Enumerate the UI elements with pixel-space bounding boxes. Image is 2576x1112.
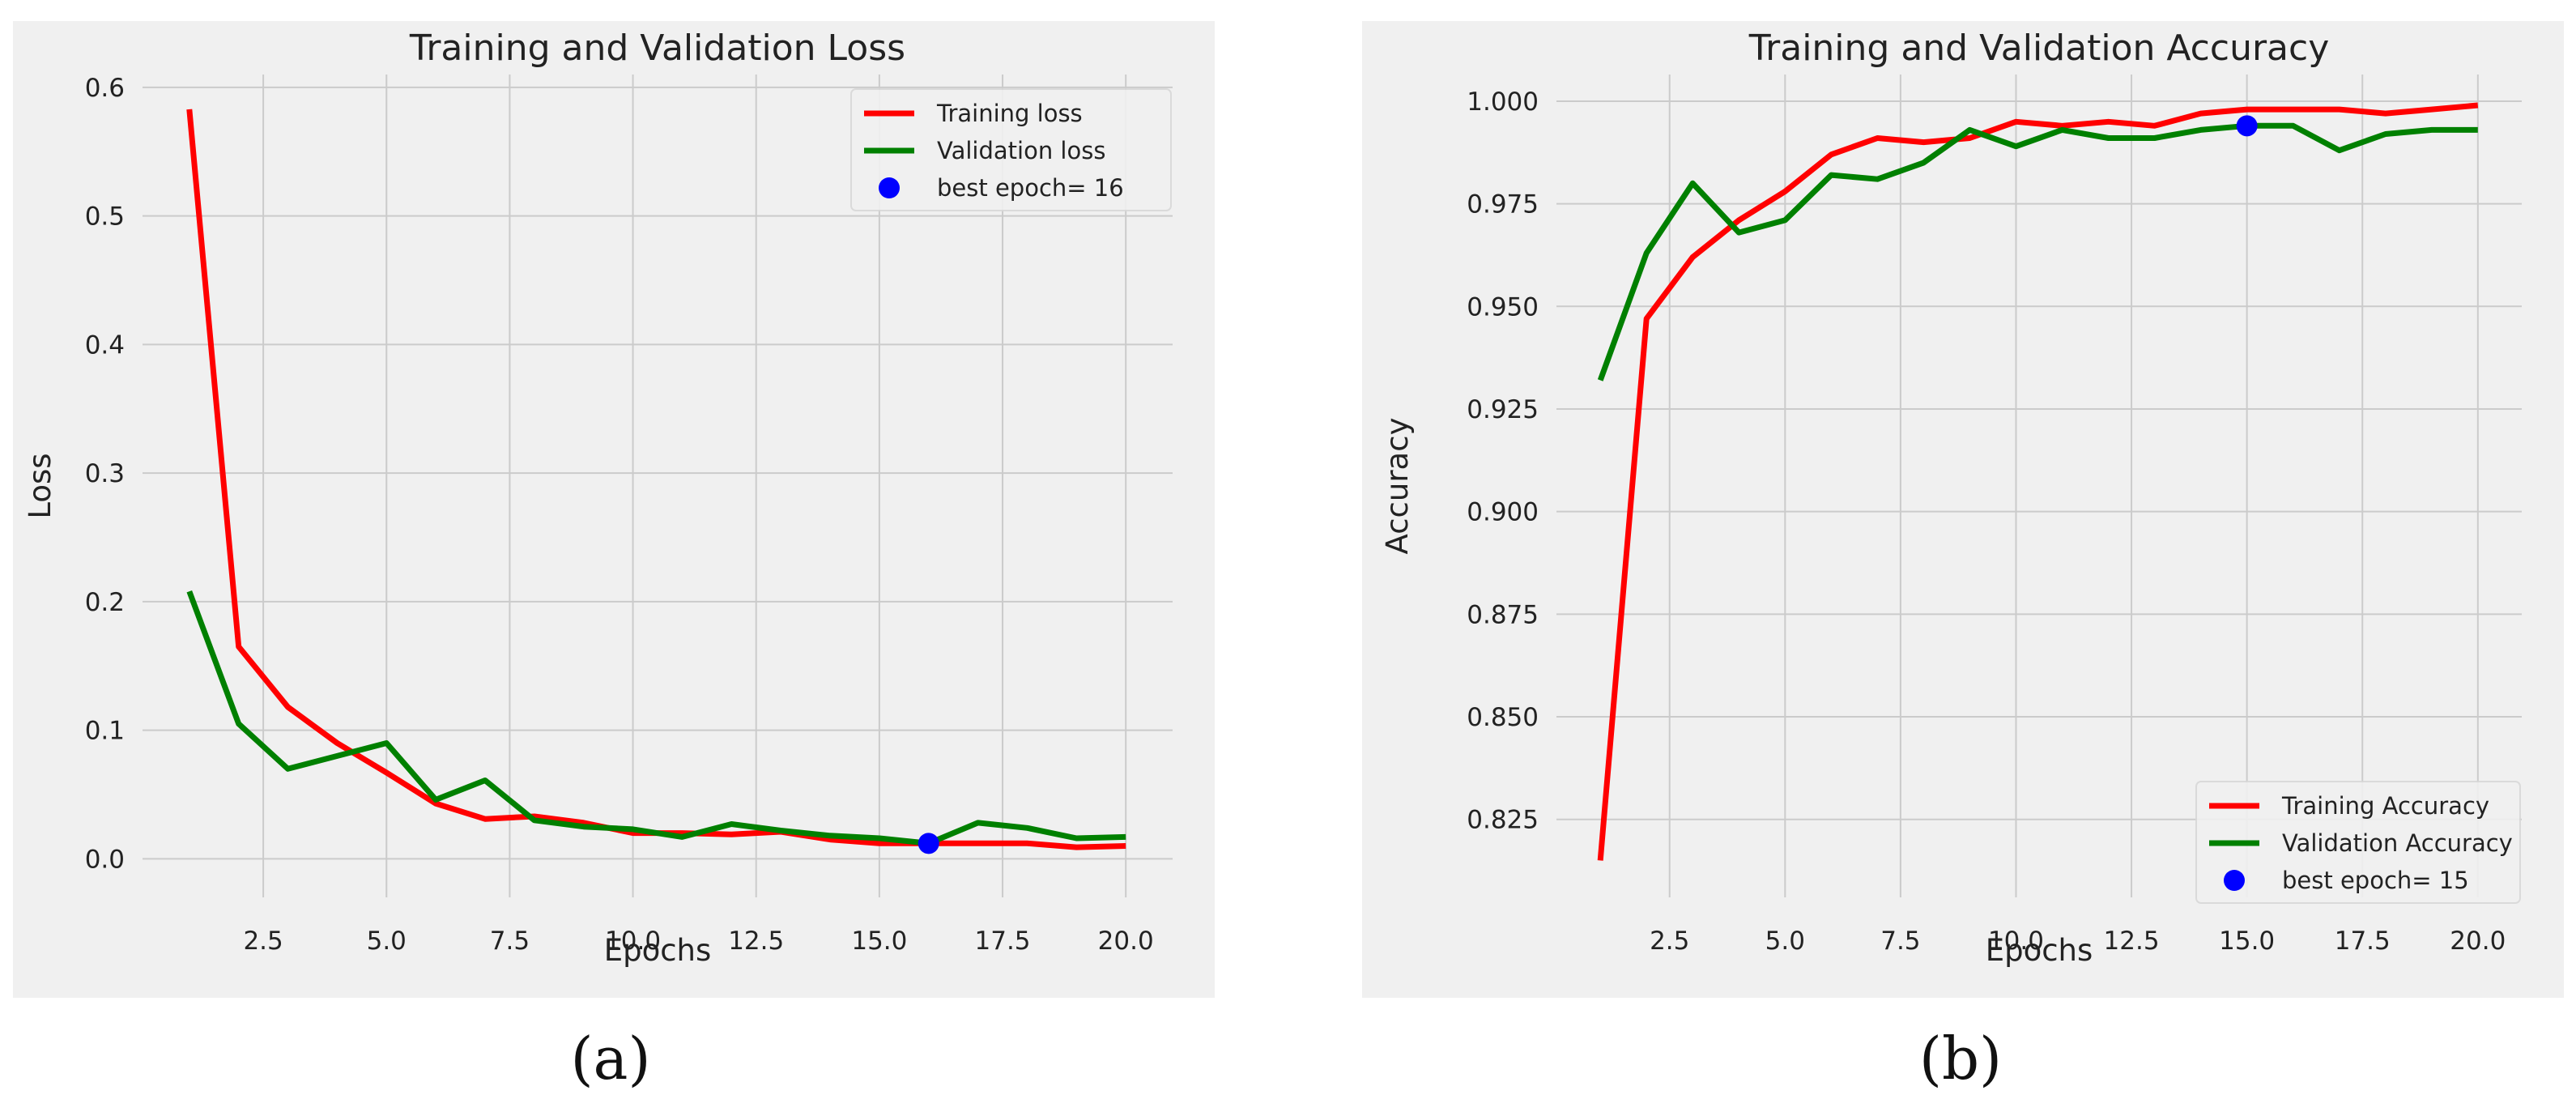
legend-label: best epoch= 16 [937,174,1124,202]
legend-box [850,88,1172,211]
x-tick-label: 10.0 [1988,927,2044,956]
y-axis-label: Loss [23,453,57,518]
x-tick-label: 12.5 [728,927,784,956]
legend-label: Validation Accuracy [2282,829,2513,857]
y-tick-label: 0.4 [85,330,125,360]
legend-label: Training loss [936,100,1083,127]
x-tick-label: 7.5 [1880,927,1920,956]
y-tick-label: 0.875 [1467,600,1539,629]
x-tick-label: 10.0 [605,927,661,956]
y-tick-label: 0.900 [1467,498,1539,527]
y-tick-label: 0.925 [1467,395,1539,424]
chart-title: Training and Validation Loss [409,28,905,69]
y-tick-label: 0.5 [85,202,125,232]
x-tick-label: 17.5 [975,927,1031,956]
y-tick-label: 0.0 [85,845,125,874]
series-line-validation [186,590,1126,846]
legend-swatch [2224,870,2245,891]
legend-swatch [879,177,900,198]
y-tick-label: 0.6 [85,74,125,103]
legend-label: best epoch= 15 [2282,867,2469,894]
gridlines [1556,75,2522,897]
x-tick-label: 2.5 [243,927,283,956]
x-tick-label: 15.0 [851,927,907,956]
best-epoch-marker [918,833,939,854]
x-axis-label: Epochs [1986,933,2093,968]
legend-label: Validation loss [937,137,1105,164]
x-tick-label: 20.0 [1098,927,1154,956]
caption-a: (a) [570,1025,651,1093]
best-epoch-marker [2236,115,2258,137]
chart-title: Training and Validation Accuracy [1748,28,2330,69]
x-axis-label: Epochs [604,933,712,968]
x-tick-label: 20.0 [2450,927,2506,956]
loss-chart: 2.5 5.0 7.5 10.0 12.5 15.0 17.5 20.0 0.0 0.1 0.2 0.… [13,21,1215,998]
x-tick-label: 17.5 [2335,927,2391,956]
y-tick-label: 0.825 [1467,806,1539,835]
x-tick-label: 7.5 [490,927,530,956]
series-line-training [1597,102,2479,861]
y-tick-label: 0.3 [85,459,125,488]
x-tick-label: 5.0 [1765,927,1805,956]
y-tick-label: 1.000 [1467,87,1539,117]
y-tick-label: 0.950 [1467,292,1539,322]
gridlines [143,75,1173,897]
x-tick-label: 5.0 [367,927,407,956]
y-tick-label: 0.850 [1467,703,1539,732]
series-line-validation [1597,122,2478,381]
x-tick-label: 15.0 [2219,927,2275,956]
legend-label: Training Accuracy [2281,792,2489,820]
caption-b: (b) [1918,1025,2003,1093]
accuracy-chart: 2.5 5.0 7.5 10.0 12.5 15.0 17.5 20.0 0.825 0.850 0… [1362,21,2564,998]
y-tick-label: 0.2 [85,588,125,617]
x-tick-label: 12.5 [2104,927,2160,956]
x-tick-label: 2.5 [1650,927,1689,956]
y-tick-label: 0.1 [85,717,125,746]
y-axis-label: Accuracy [1380,418,1415,555]
y-tick-label: 0.975 [1467,190,1539,219]
legend-box [2195,781,2521,904]
